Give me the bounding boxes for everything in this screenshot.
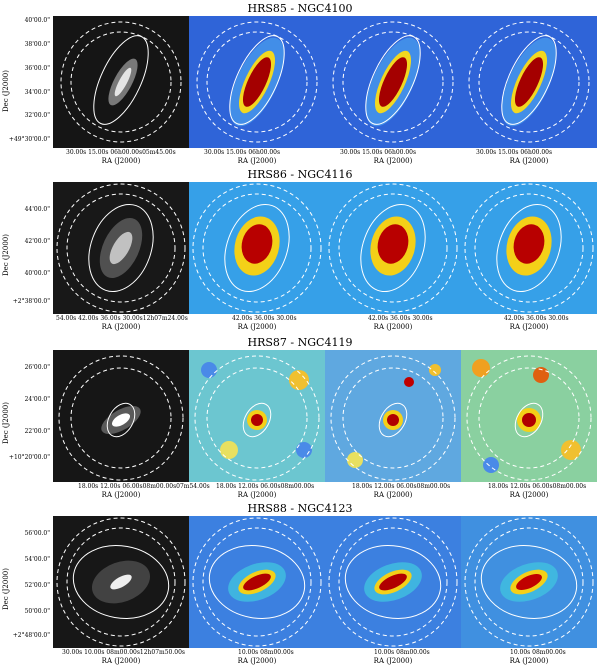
y-tick: 40'00.0" <box>24 270 50 277</box>
y-tick: 40'00.0" <box>24 17 50 24</box>
x-axis-label: RA (J2000) <box>101 657 141 665</box>
x-ticks-panel-1: 18.00s 12.00s 06.00s08m00.00s <box>216 483 315 490</box>
x-axis-label: RA (J2000) <box>373 157 413 165</box>
herschel-panel-3 <box>461 350 597 482</box>
row-title: HRS88 - NGC4123 <box>247 502 353 515</box>
x-ticks-panel-2: 18.00s 12.00s 06.00s08m00.00s <box>352 483 451 490</box>
herschel-panel-2 <box>325 516 461 648</box>
herschel-panel-1 <box>189 16 325 148</box>
herschel-panel-2 <box>325 16 461 148</box>
optical-panel <box>53 350 189 482</box>
y-tick: 52'00.0" <box>24 582 50 589</box>
row-title: HRS85 - NGC4100 <box>247 2 353 15</box>
x-axis-label: RA (J2000) <box>509 323 549 331</box>
herschel-panel-1 <box>189 182 325 314</box>
y-tick: 50'00.0" <box>24 608 50 615</box>
y-tick: 38'00.0" <box>24 41 50 48</box>
optical-panel <box>53 516 189 648</box>
y-tick: 56'00.0" <box>24 530 50 537</box>
x-axis-label: RA (J2000) <box>509 657 549 665</box>
herschel-panel-3 <box>461 516 597 648</box>
x-ticks-optical: 18.00s 12.00s 06.00s08m00.00s07m54.00s <box>78 483 210 490</box>
y-tick: 24'00.0" <box>24 396 50 403</box>
x-ticks-panel-3: 30.00s 15.00s 06h00.00s <box>476 149 553 156</box>
herschel-panel-3 <box>461 16 597 148</box>
x-ticks-panel-1: 42.00s 36.00s 30.00s <box>232 315 297 322</box>
x-axis-label: RA (J2000) <box>237 491 277 499</box>
herschel-panel-1 <box>189 350 325 482</box>
x-ticks-panel-3: 18.00s 12.00s 06.00s08m00.00s <box>488 483 587 490</box>
row-hrs86: HRS86 - NGC4116 Dec (J2000) 44'00.0" 42'… <box>0 168 600 331</box>
x-axis-label: RA (J2000) <box>101 491 141 499</box>
x-ticks-panel-2: 30.00s 15.00s 06h00.00s <box>340 149 417 156</box>
x-ticks-optical: 30.00s 15.00s 06h00.00s05m45.00s <box>66 149 176 156</box>
y-tick: 26'00.0" <box>24 364 50 371</box>
row-hrs87: HRS87 - NGC4119 Dec (J2000) 26'00.0" 24'… <box>0 336 600 499</box>
y-tick: +2°48'00.0" <box>12 632 50 639</box>
x-ticks-optical: 54.00s 42.00s 36.00s 30.00s12h07m24.00s <box>56 315 188 322</box>
row-hrs88: HRS88 - NGC4123 Dec (J2000) 56'00.0" 54'… <box>0 502 600 665</box>
herschel-panel-2 <box>325 350 461 482</box>
x-axis-label: RA (J2000) <box>509 157 549 165</box>
herschel-panel-1 <box>189 516 325 648</box>
y-tick: +2°38'00.0" <box>12 298 50 305</box>
row-title: HRS87 - NGC4119 <box>247 336 353 349</box>
row-title: HRS86 - NGC4116 <box>247 168 353 181</box>
x-ticks-panel-1: 10.00s 08m00.00s <box>238 649 294 656</box>
x-axis-label: RA (J2000) <box>509 491 549 499</box>
y-tick: 36'00.0" <box>24 65 50 72</box>
y-tick: +49°30'00.0" <box>8 136 50 143</box>
x-axis-label: RA (J2000) <box>373 491 413 499</box>
x-ticks-panel-1: 30.00s 15.00s 06h00.00s <box>204 149 281 156</box>
row-hrs85: HRS85 - NGC4100 Dec (J2000) 40'00.0" 38'… <box>0 2 600 165</box>
x-axis-label: RA (J2000) <box>373 657 413 665</box>
x-ticks-optical: 30.00s 10.00s 08m00.00s12h07m50.00s <box>62 649 185 656</box>
x-ticks-panel-3: 10.00s 08m00.00s <box>510 649 566 656</box>
x-axis-label: RA (J2000) <box>101 323 141 331</box>
x-axis-label: RA (J2000) <box>237 157 277 165</box>
herschel-panel-2 <box>325 182 461 314</box>
x-ticks-panel-2: 10.00s 08m00.00s <box>374 649 430 656</box>
y-tick: 32'00.0" <box>24 112 50 119</box>
x-ticks-panel-2: 42.00s 36.00s 30.00s <box>368 315 433 322</box>
x-axis-label: RA (J2000) <box>237 323 277 331</box>
y-tick: 54'00.0" <box>24 556 50 563</box>
herschel-panel-3 <box>461 182 597 314</box>
y-tick: 44'00.0" <box>24 206 50 213</box>
y-tick: 22'00.0" <box>24 428 50 435</box>
optical-panel <box>53 16 189 148</box>
x-axis-label: RA (J2000) <box>373 323 413 331</box>
y-tick: +10°20'00.0" <box>8 454 50 461</box>
y-tick: 34'00.0" <box>24 89 50 96</box>
y-tick: 42'00.0" <box>24 238 50 245</box>
x-axis-label: RA (J2000) <box>237 657 277 665</box>
optical-panel <box>53 182 189 314</box>
y-axis-label: Dec (J2000) <box>2 568 10 610</box>
x-ticks-panel-3: 42.00s 36.00s 30.00s <box>504 315 569 322</box>
y-axis-label: Dec (J2000) <box>2 402 10 444</box>
x-axis-label: RA (J2000) <box>101 157 141 165</box>
